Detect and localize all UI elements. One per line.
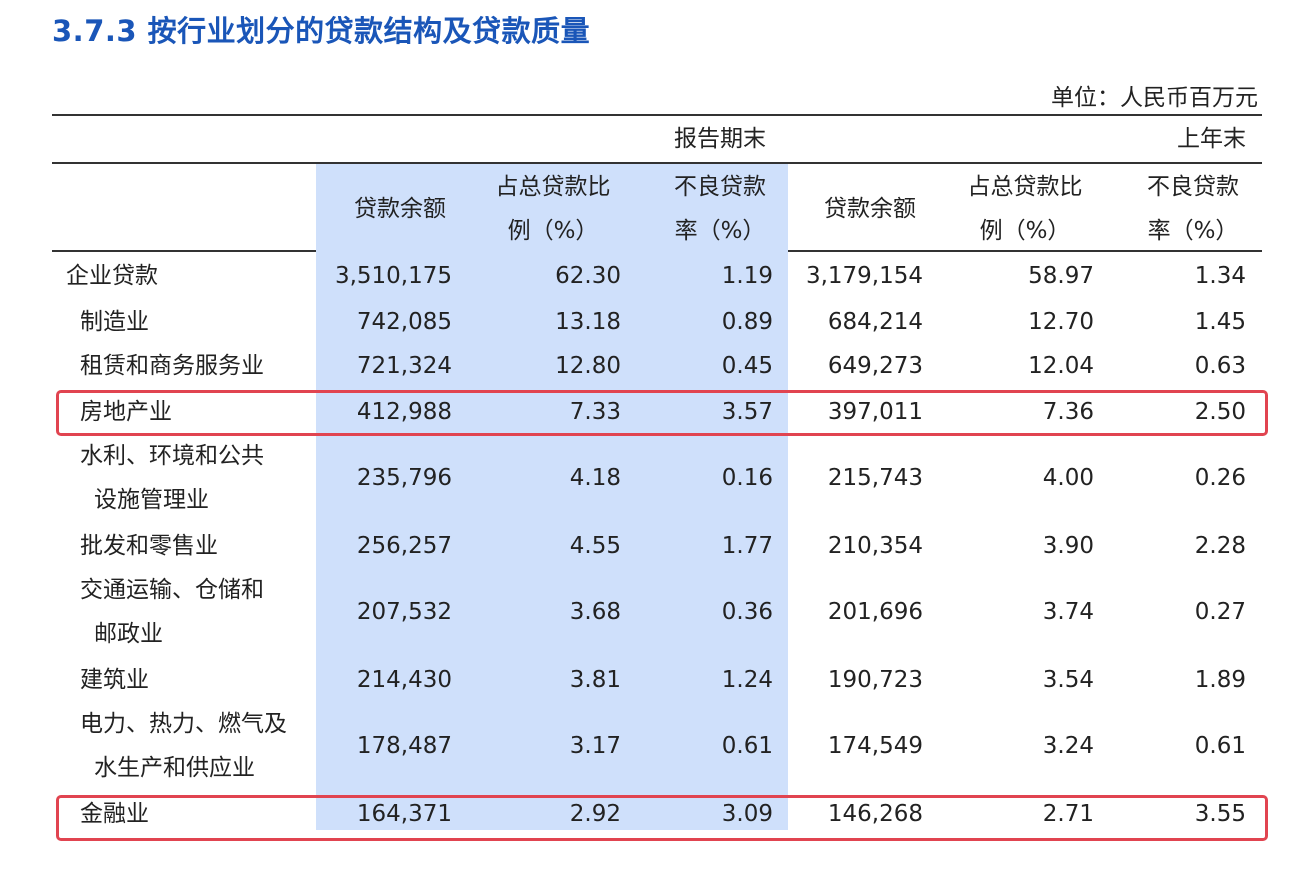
cell-prev-ratio: 4.00 — [1042, 465, 1094, 491]
cell-cur-npl: 1.24 — [721, 667, 773, 693]
header-prev-balance: 贷款余额 — [824, 196, 916, 222]
row-label: 房地产业 — [80, 399, 172, 425]
current-period-highlight — [316, 164, 788, 830]
cell-prev-ratio: 3.74 — [1042, 599, 1094, 625]
cell-cur-npl: 3.09 — [721, 801, 773, 827]
cell-prev-balance: 3,179,154 — [805, 263, 923, 289]
cell-prev-ratio: 58.97 — [1028, 263, 1094, 289]
cell-cur-balance: 742,085 — [356, 309, 452, 335]
header-cur-balance: 贷款余额 — [354, 196, 446, 222]
highlight-box-finance — [56, 795, 1268, 841]
cell-cur-balance: 235,796 — [356, 465, 452, 491]
cell-cur-balance: 207,532 — [356, 599, 452, 625]
cell-cur-balance: 3,510,175 — [334, 263, 452, 289]
cell-cur-ratio: 12.80 — [555, 353, 621, 379]
cell-cur-ratio: 13.18 — [555, 309, 621, 335]
header-divider — [52, 162, 1262, 164]
header-cur-ratio-l2: 例（%） — [507, 218, 599, 244]
cell-cur-balance: 412,988 — [356, 399, 452, 425]
header-prev-ratio-l1: 占总贷款比 — [967, 174, 1083, 200]
cell-prev-balance: 201,696 — [827, 599, 923, 625]
cell-cur-npl: 0.61 — [721, 733, 773, 759]
row-label-line1: 电力、热力、燃气及 — [80, 711, 287, 737]
header-prev-npl-l1: 不良贷款 — [1147, 174, 1239, 200]
header-cur-npl-l1: 不良贷款 — [674, 174, 766, 200]
cell-prev-ratio: 3.54 — [1042, 667, 1094, 693]
cell-cur-ratio: 4.18 — [569, 465, 621, 491]
header-prev-ratio-l2: 例（%） — [979, 218, 1071, 244]
cell-prev-balance: 174,549 — [827, 733, 923, 759]
cell-cur-ratio: 3.68 — [569, 599, 621, 625]
cell-cur-npl: 0.45 — [721, 353, 773, 379]
row-label: 金融业 — [80, 801, 149, 827]
cell-prev-ratio: 12.04 — [1028, 353, 1094, 379]
header-cur-ratio-l1: 占总贷款比 — [495, 174, 611, 200]
header-period-prior: 上年末 — [1177, 126, 1246, 152]
cell-cur-npl: 0.16 — [721, 465, 773, 491]
row-label: 建筑业 — [80, 667, 149, 693]
cell-prev-balance: 210,354 — [827, 533, 923, 559]
cell-cur-balance: 721,324 — [356, 353, 452, 379]
cell-cur-npl: 3.57 — [721, 399, 773, 425]
header-cur-npl-l2: 率（%） — [674, 218, 766, 244]
cell-prev-ratio: 3.90 — [1042, 533, 1094, 559]
cell-prev-ratio: 2.71 — [1042, 801, 1094, 827]
header-period-current: 报告期末 — [674, 126, 766, 152]
cell-cur-npl: 1.19 — [721, 263, 773, 289]
unit-label: 单位：人民币百万元 — [1051, 85, 1258, 111]
cell-prev-npl: 1.89 — [1194, 667, 1246, 693]
cell-prev-ratio: 7.36 — [1042, 399, 1094, 425]
row-label-line2: 设施管理业 — [94, 487, 209, 513]
cell-cur-npl: 0.89 — [721, 309, 773, 335]
row-label-line1: 水利、环境和公共 — [80, 443, 264, 469]
cell-cur-balance: 214,430 — [356, 667, 452, 693]
cell-cur-balance: 256,257 — [356, 533, 452, 559]
cell-prev-npl: 1.45 — [1194, 309, 1246, 335]
highlight-box-real-estate — [56, 390, 1268, 436]
cell-prev-npl: 0.63 — [1194, 353, 1246, 379]
cell-prev-npl: 0.61 — [1194, 733, 1246, 759]
cell-prev-npl: 2.50 — [1194, 399, 1246, 425]
cell-prev-npl: 1.34 — [1194, 263, 1246, 289]
cell-prev-npl: 0.27 — [1194, 599, 1246, 625]
row-label: 批发和零售业 — [80, 533, 218, 559]
cell-cur-balance: 178,487 — [356, 733, 452, 759]
cell-cur-ratio: 7.33 — [569, 399, 621, 425]
row-label-line1: 交通运输、仓储和 — [80, 577, 264, 603]
row-label: 租赁和商务服务业 — [80, 353, 264, 379]
cell-cur-npl: 1.77 — [721, 533, 773, 559]
row-label: 企业贷款 — [66, 263, 158, 289]
cell-cur-ratio: 4.55 — [569, 533, 621, 559]
cell-cur-balance: 164,371 — [356, 801, 452, 827]
row-label-line2: 水生产和供应业 — [94, 755, 255, 781]
row-label: 制造业 — [80, 309, 149, 335]
cell-prev-npl: 0.26 — [1194, 465, 1246, 491]
cell-cur-ratio: 3.17 — [569, 733, 621, 759]
table-top-rule — [52, 114, 1262, 116]
cell-prev-npl: 3.55 — [1194, 801, 1246, 827]
cell-prev-balance: 146,268 — [827, 801, 923, 827]
cell-prev-balance: 215,743 — [827, 465, 923, 491]
row-label-line2: 邮政业 — [94, 621, 163, 647]
header-prev-npl-l2: 率（%） — [1147, 218, 1239, 244]
cell-prev-balance: 397,011 — [827, 399, 923, 425]
cell-cur-ratio: 62.30 — [555, 263, 621, 289]
cell-prev-balance: 190,723 — [827, 667, 923, 693]
cell-prev-balance: 649,273 — [827, 353, 923, 379]
section-title: 3.7.3 按行业划分的贷款结构及贷款质量 — [52, 14, 591, 48]
cell-cur-npl: 0.36 — [721, 599, 773, 625]
cell-prev-ratio: 3.24 — [1042, 733, 1094, 759]
cell-cur-ratio: 2.92 — [569, 801, 621, 827]
cell-prev-npl: 2.28 — [1194, 533, 1246, 559]
cell-prev-ratio: 12.70 — [1028, 309, 1094, 335]
cell-cur-ratio: 3.81 — [569, 667, 621, 693]
cell-prev-balance: 684,214 — [827, 309, 923, 335]
